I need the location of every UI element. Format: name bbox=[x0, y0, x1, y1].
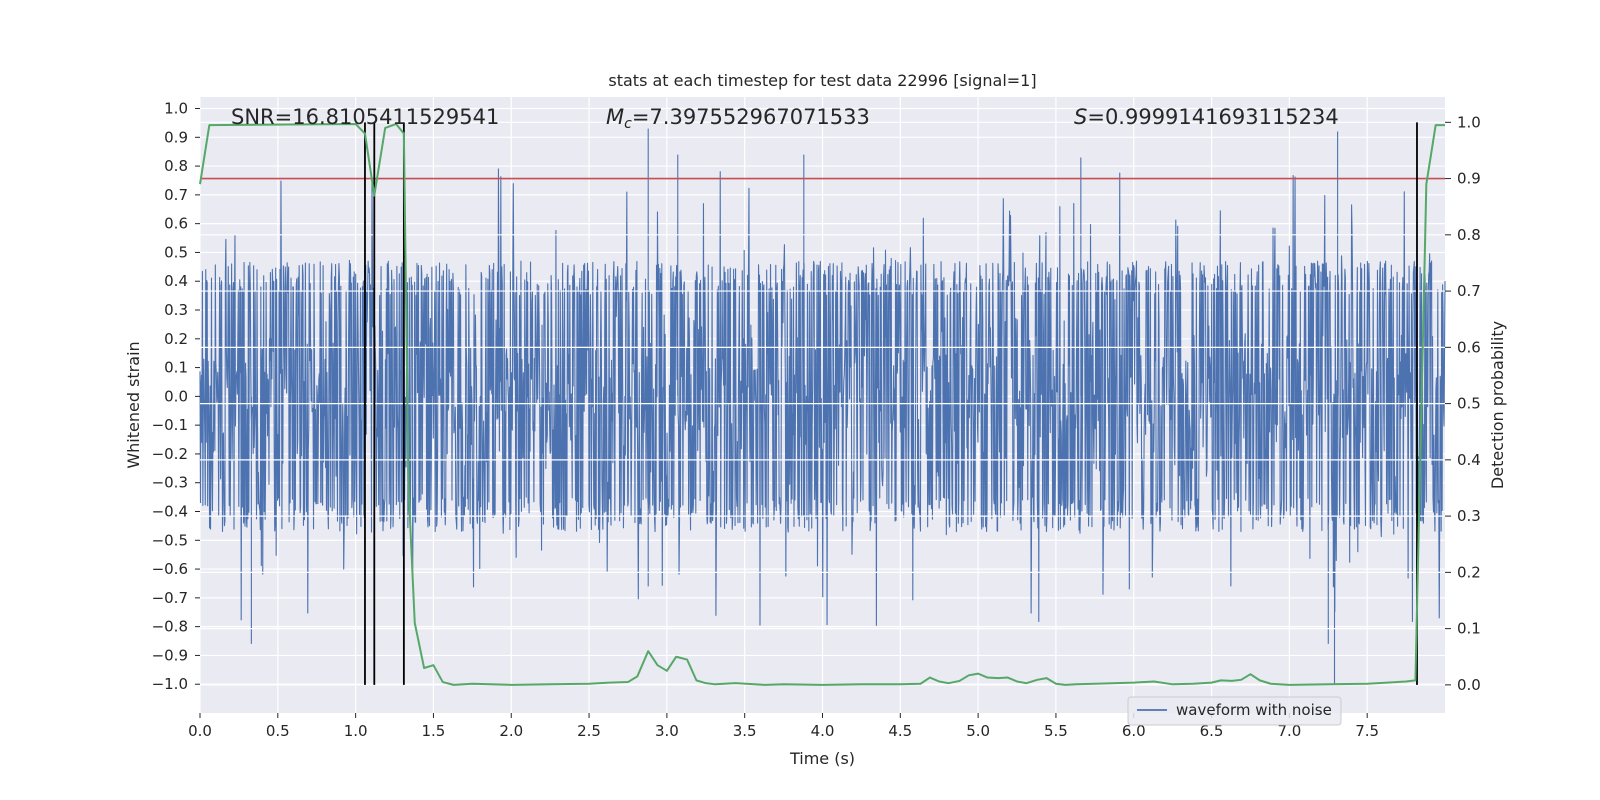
y-left-tick-label-15: −0.5 bbox=[152, 531, 188, 549]
y-right-tick-label-5: 0.5 bbox=[1457, 395, 1481, 413]
y-right-tick-label-7: 0.3 bbox=[1457, 507, 1481, 525]
x-axis-label: Time (s) bbox=[789, 749, 855, 768]
legend-box bbox=[1127, 696, 1342, 726]
y-left-tick-label-0: 1.0 bbox=[164, 100, 188, 118]
legend: waveform with noise bbox=[1127, 696, 1342, 726]
legend-label: waveform with noise bbox=[1176, 701, 1332, 719]
y-left-tick-label-19: −0.9 bbox=[152, 646, 188, 664]
y-left-tick-label-4: 0.6 bbox=[164, 215, 188, 233]
y-left-tick-label-13: −0.3 bbox=[152, 474, 188, 492]
y-left-tick-label-16: −0.6 bbox=[152, 560, 188, 578]
x-tick-label-13: 6.5 bbox=[1200, 722, 1224, 740]
x-tick-label-1: 0.5 bbox=[266, 722, 290, 740]
y-left-tick-label-6: 0.4 bbox=[164, 272, 188, 290]
y-left-tick-label-8: 0.2 bbox=[164, 330, 188, 348]
mc-subscript: c bbox=[624, 116, 632, 132]
y-left-tick-label-5: 0.5 bbox=[164, 243, 188, 261]
x-tick-label-10: 5.0 bbox=[966, 722, 990, 740]
s-symbol: S bbox=[1074, 105, 1087, 129]
x-tick-label-4: 2.0 bbox=[499, 722, 523, 740]
x-tick-label-7: 3.5 bbox=[733, 722, 757, 740]
y-left-tick-label-7: 0.3 bbox=[164, 301, 188, 319]
y-left-tick-label-9: 0.1 bbox=[164, 359, 188, 377]
waveform-line bbox=[199, 128, 1446, 685]
y-right-tick-label-6: 0.4 bbox=[1457, 451, 1481, 469]
y-left-tick-label-11: −0.1 bbox=[152, 416, 188, 434]
x-tick-label-15: 7.5 bbox=[1355, 722, 1379, 740]
y-left-tick-label-20: −1.0 bbox=[152, 675, 188, 693]
y-axis-right-label: Detection probability bbox=[1488, 321, 1507, 489]
y-left-tick-label-14: −0.4 bbox=[152, 503, 188, 521]
y-left-tick-label-3: 0.7 bbox=[164, 186, 188, 204]
y-axis-left-label: Whitened strain bbox=[124, 341, 143, 468]
s-value: =0.9999141693115234 bbox=[1087, 105, 1338, 129]
y-right-tick-label-1: 0.9 bbox=[1457, 170, 1481, 188]
y-left-tick-label-18: −0.8 bbox=[152, 618, 188, 636]
x-tick-label-6: 3.0 bbox=[655, 722, 679, 740]
x-tick-label-14: 7.0 bbox=[1277, 722, 1301, 740]
y-right-tick-label-8: 0.2 bbox=[1457, 563, 1481, 581]
score-annotation: S=0.9999141693115234 bbox=[1074, 105, 1339, 129]
x-tick-label-5: 2.5 bbox=[577, 722, 601, 740]
y-right-tick-label-9: 0.1 bbox=[1457, 620, 1481, 638]
y-left-tick-label-1: 0.9 bbox=[164, 128, 188, 146]
y-right-tick-label-4: 0.6 bbox=[1457, 338, 1481, 356]
x-tick-label-3: 1.5 bbox=[422, 722, 446, 740]
y-right-tick-label-10: 0.0 bbox=[1457, 676, 1481, 694]
x-tick-label-11: 5.5 bbox=[1044, 722, 1068, 740]
x-tick-label-12: 6.0 bbox=[1122, 722, 1146, 740]
y-right-tick-label-2: 0.8 bbox=[1457, 226, 1481, 244]
x-tick-label-0: 0.0 bbox=[188, 722, 212, 740]
y-left-tick-label-17: −0.7 bbox=[152, 589, 188, 607]
x-tick-label-8: 4.0 bbox=[811, 722, 835, 740]
y-right-tick-label-0: 1.0 bbox=[1457, 113, 1481, 131]
mc-symbol: M bbox=[606, 105, 624, 129]
mc-value: =7.397552967071533 bbox=[632, 105, 870, 129]
x-tick-label-9: 4.5 bbox=[888, 722, 912, 740]
chart-title: stats at each timestep for test data 229… bbox=[608, 71, 1036, 90]
y-right-tick-label-3: 0.7 bbox=[1457, 282, 1481, 300]
snr-annotation: SNR=16.8105411529541 bbox=[231, 105, 499, 129]
y-left-tick-label-2: 0.8 bbox=[164, 157, 188, 175]
y-left-tick-label-10: 0.0 bbox=[164, 387, 188, 405]
x-tick-label-2: 1.0 bbox=[344, 722, 368, 740]
detection-probability-line bbox=[199, 123, 1445, 686]
y-left-tick-label-12: −0.2 bbox=[152, 445, 188, 463]
chirp-mass-annotation: Mc=7.397552967071533 bbox=[606, 105, 870, 132]
